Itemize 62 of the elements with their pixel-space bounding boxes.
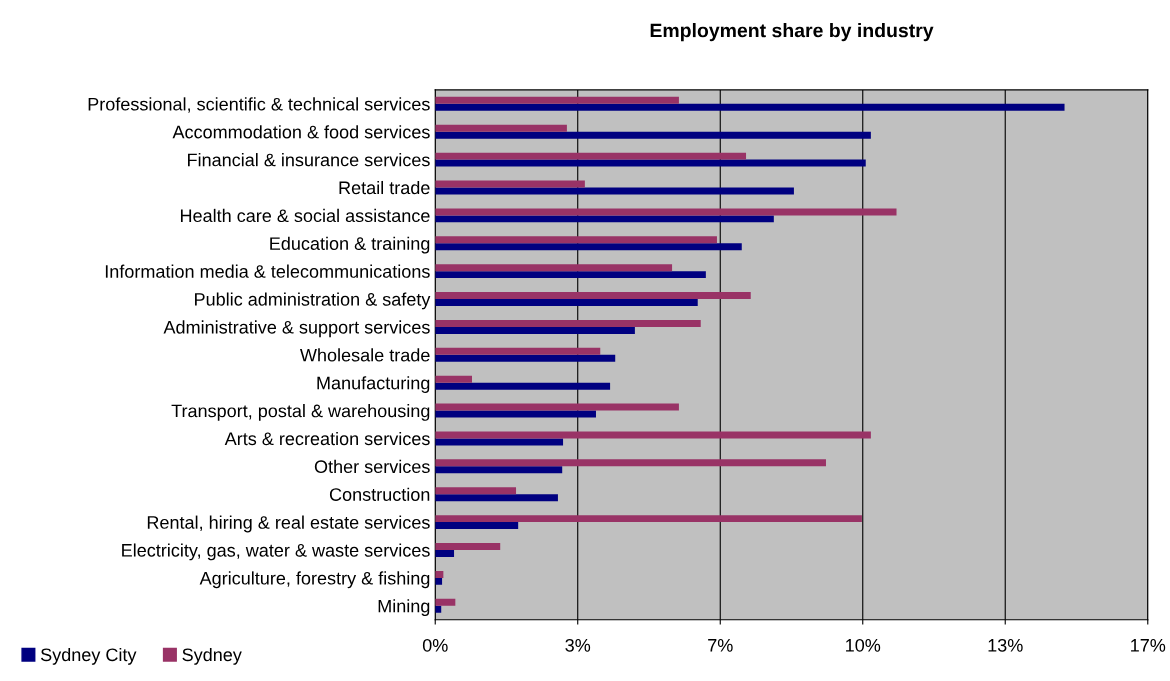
bar bbox=[435, 243, 742, 251]
x-tick-label: 7% bbox=[708, 639, 733, 652]
x-tick-label: 0% bbox=[422, 638, 448, 652]
bar bbox=[435, 319, 701, 327]
bar bbox=[435, 326, 635, 334]
y-tick-label: Arts & recreation services bbox=[224, 431, 430, 446]
chart-title: Employment share by industry bbox=[650, 23, 934, 42]
bar bbox=[435, 215, 774, 223]
bar bbox=[435, 403, 679, 411]
bar bbox=[435, 494, 558, 502]
bar bbox=[435, 152, 747, 160]
bar bbox=[435, 264, 673, 272]
legend-label: Sydney City bbox=[40, 647, 137, 665]
x-tick-label: 13% bbox=[988, 638, 1023, 652]
bar bbox=[435, 103, 1065, 111]
bar bbox=[435, 271, 706, 279]
bar bbox=[435, 299, 698, 306]
y-tick-label: Other services bbox=[314, 459, 430, 474]
bar bbox=[435, 124, 567, 132]
y-tick-label: Public administration & safety bbox=[195, 292, 431, 310]
bar bbox=[435, 354, 616, 362]
bar bbox=[435, 96, 679, 104]
y-tick-label: Education & training bbox=[270, 236, 430, 254]
x-tick-label: 3% bbox=[565, 638, 591, 652]
legend-label: Sydney bbox=[182, 647, 242, 665]
y-tick-label: Information media & telecommunications bbox=[105, 264, 430, 278]
x-tick-label: 10% bbox=[846, 638, 881, 652]
bar bbox=[435, 438, 564, 446]
bar bbox=[435, 159, 866, 167]
bar bbox=[435, 410, 596, 418]
bar bbox=[435, 431, 871, 439]
bar bbox=[435, 131, 871, 139]
y-tick-label: Rental, hiring & real estate services bbox=[147, 515, 430, 533]
bar bbox=[435, 459, 826, 467]
y-tick-label: Administrative & support services bbox=[163, 320, 430, 338]
bar bbox=[435, 543, 501, 550]
bar bbox=[435, 598, 456, 606]
bar bbox=[435, 550, 455, 557]
x-tick-label: 17% bbox=[1131, 639, 1166, 652]
bar bbox=[435, 515, 862, 523]
y-tick-label: Electricity, gas, water & waste services bbox=[122, 543, 430, 561]
bar bbox=[435, 236, 717, 244]
y-tick-label: Retail trade bbox=[339, 180, 430, 195]
y-tick-label: Agriculture, forestry & fishing bbox=[199, 571, 430, 589]
y-tick-label: Health care & social assistance bbox=[180, 208, 430, 223]
bar bbox=[435, 487, 517, 495]
y-tick-label: Accommodation & food services bbox=[172, 125, 430, 139]
y-tick-label: Wholesale trade bbox=[300, 348, 430, 362]
y-tick-label: Mining bbox=[378, 599, 430, 617]
bar bbox=[435, 522, 519, 530]
y-tick-label: Financial & insurance services bbox=[188, 153, 430, 167]
y-tick-label: Professional, scientific & technical services bbox=[88, 97, 430, 113]
y-tick-label: Transport, postal & warehousing bbox=[171, 404, 430, 421]
bar bbox=[435, 187, 794, 195]
bar bbox=[435, 466, 563, 474]
bar bbox=[435, 347, 601, 355]
y-tick-label: Manufacturing bbox=[317, 376, 430, 393]
y-tick-label: Construction bbox=[329, 487, 430, 501]
bar bbox=[435, 382, 611, 390]
bar bbox=[435, 292, 751, 300]
bar bbox=[435, 208, 897, 216]
bar bbox=[435, 375, 473, 383]
